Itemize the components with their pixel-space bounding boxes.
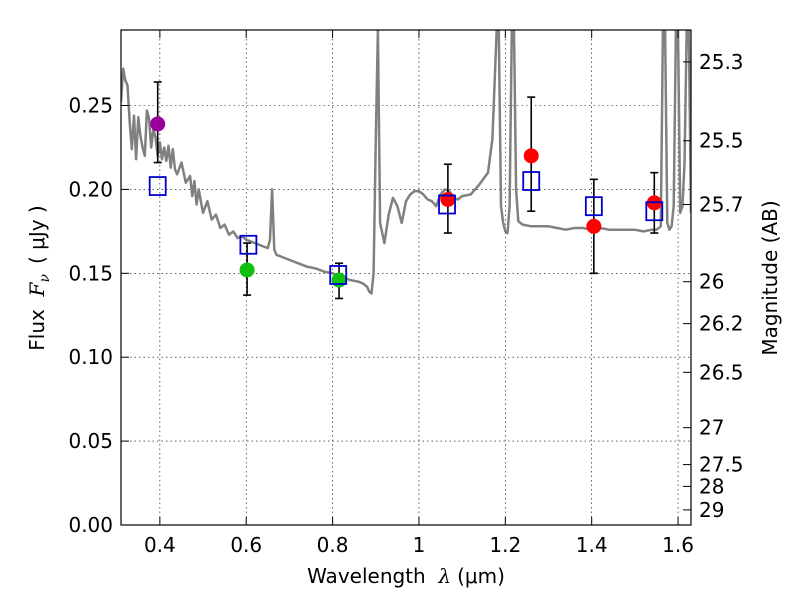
y-tick-label: 0.15 [68, 261, 113, 285]
y-axis-title-left: Flux Fν ( μJy ) [25, 205, 53, 350]
x-axis-title-prefix: Wavelength [307, 564, 438, 588]
mag-tick-label: 25.5 [699, 129, 744, 153]
x-tick-label: 0.8 [317, 533, 349, 557]
mag-tick-label: 26.2 [699, 312, 744, 336]
mag-tick-label: 27 [699, 416, 724, 440]
mag-tick-label: 25.3 [699, 50, 744, 74]
observed-point [586, 218, 602, 234]
model-photometry-square [148, 176, 167, 196]
y-tick-label: 0.10 [68, 345, 113, 369]
y-axis-subscript: ν [37, 274, 53, 283]
axis-ticks: 0.4 0.6 0.8 1 1.2 1.4 1.6 0.00 0.05 0.10 0.15 0.20 0… [68, 30, 744, 557]
mag-tick-label: 29 [699, 498, 724, 522]
observed-point [239, 262, 255, 278]
observed-point [440, 191, 456, 207]
model-photometry-group [148, 171, 664, 285]
mag-tick-label: 28 [699, 474, 724, 498]
model-photometry-square [645, 201, 664, 222]
y-axis-title-right: Magnitude (AB) [758, 200, 782, 355]
y-tick-label: 0.00 [68, 513, 113, 537]
y-tick-label: 0.25 [68, 94, 113, 118]
x-tick-label: 1 [413, 533, 426, 557]
mag-tick-label: 25.7 [699, 193, 744, 217]
x-tick-label: 1.6 [662, 533, 694, 557]
model-photometry-square [438, 194, 456, 215]
grid-lines [121, 30, 691, 525]
x-tick-label: 1.4 [576, 533, 608, 557]
mag-tick-label: 26 [699, 270, 724, 294]
model-photometry-square [329, 265, 348, 285]
plot-frame [120, 29, 692, 526]
y-tick-label: 0.05 [68, 429, 113, 453]
error-bars-group [153, 81, 659, 300]
observed-point [150, 116, 166, 132]
x-axis-title: Wavelength λ (μm) [307, 564, 505, 588]
x-tick-label: 0.4 [144, 533, 176, 557]
y-axis-unit: ( μJy ) [25, 205, 49, 264]
model-photometry-square [522, 171, 541, 191]
x-tick-label: 0.6 [230, 533, 262, 557]
model-spectrum-line [121, 30, 691, 295]
observed-point [523, 148, 539, 164]
x-axis-lambda: λ [437, 564, 451, 588]
x-axis-unit: (μm) [457, 564, 505, 588]
model-spectrum-group [121, 30, 691, 295]
y-axis-title-prefix: Flux [25, 296, 49, 350]
mag-tick-label: 26.5 [699, 360, 744, 384]
observed-point [331, 272, 347, 288]
x-tick-label: 1.2 [489, 533, 521, 557]
model-photometry-square [239, 234, 258, 255]
y-tick-label: 0.20 [68, 177, 113, 201]
y-axis-symbol: F [25, 281, 49, 297]
model-photometry-square [584, 196, 603, 217]
mag-tick-label: 27.5 [699, 453, 744, 477]
